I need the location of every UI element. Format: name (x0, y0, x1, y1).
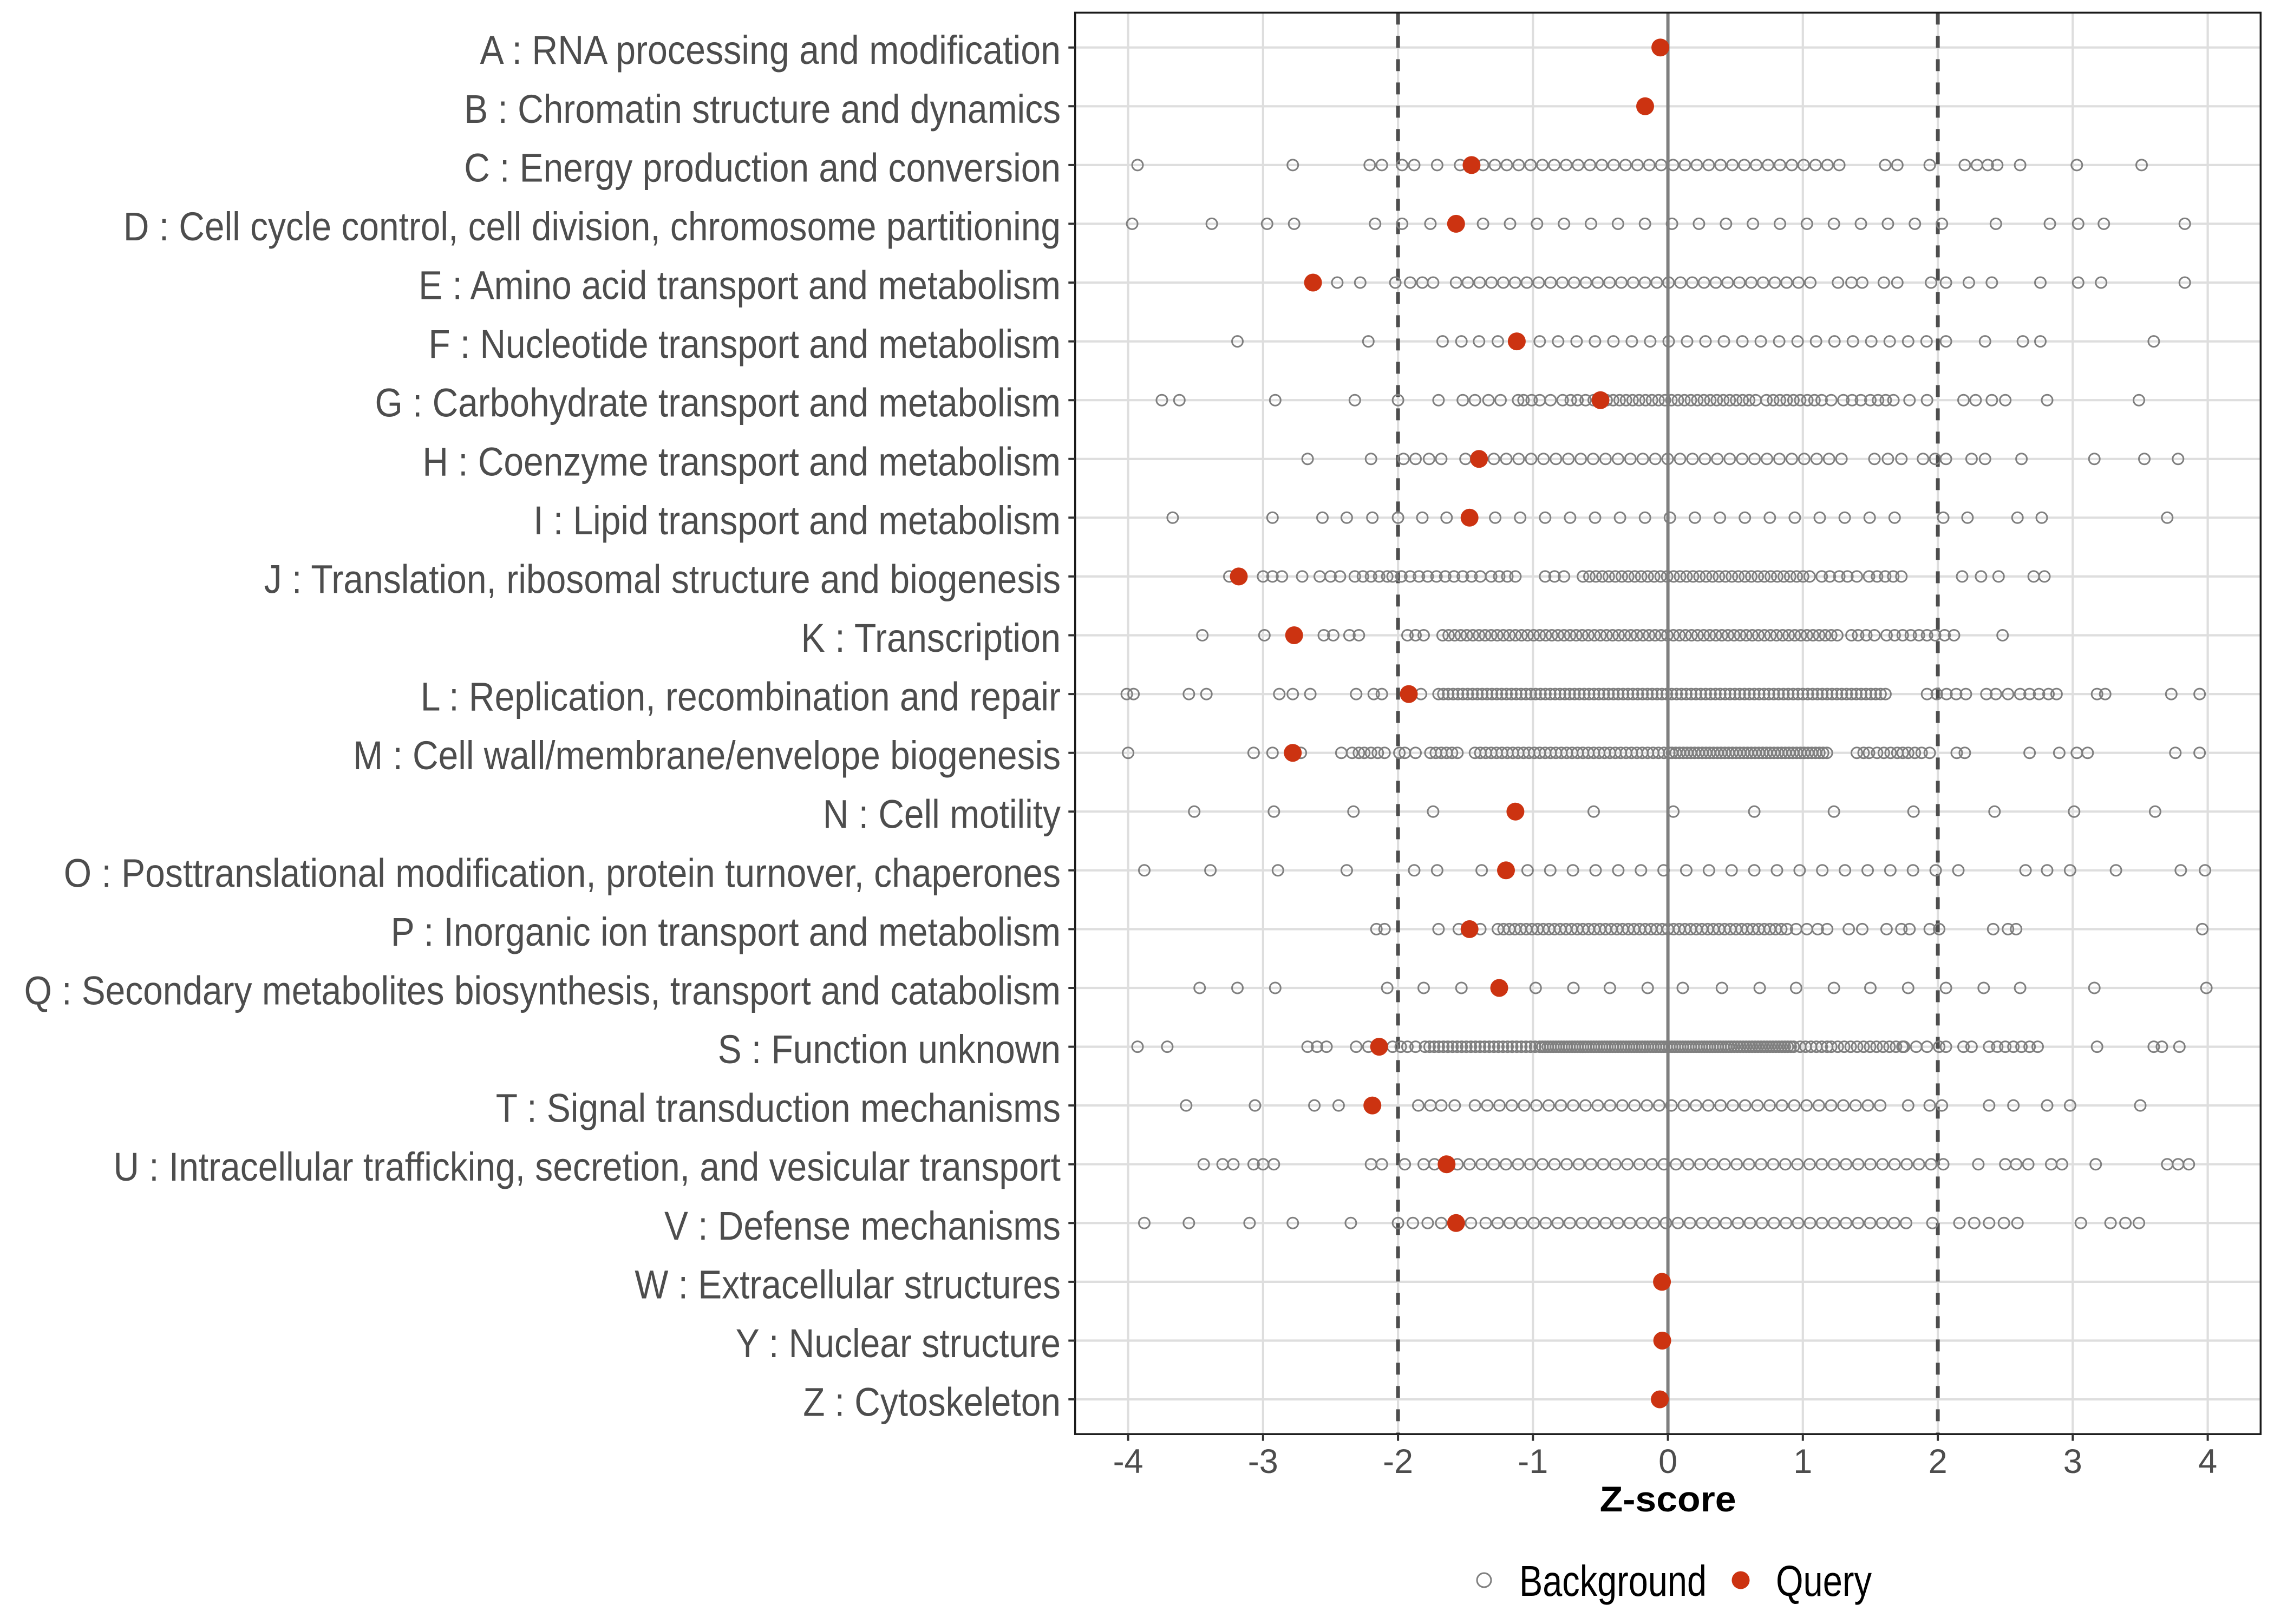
svg-text:P : Inorganic ion transport an: P : Inorganic ion transport and metaboli… (391, 909, 1061, 954)
svg-text:W : Extracellular structures: W : Extracellular structures (635, 1262, 1061, 1307)
svg-text:K : Transcription: K : Transcription (801, 615, 1061, 660)
svg-text:Background: Background (1519, 1557, 1707, 1605)
svg-text:A : RNA processing and modific: A : RNA processing and modification (480, 28, 1061, 73)
svg-text:-1: -1 (1518, 1443, 1548, 1481)
svg-text:D : Cell cycle control, cell d: D : Cell cycle control, cell division, c… (123, 204, 1061, 249)
svg-text:-4: -4 (1113, 1443, 1143, 1481)
svg-text:3: 3 (2063, 1443, 2082, 1481)
svg-text:Query: Query (1776, 1557, 1872, 1605)
svg-text:B : Chromatin structure and dy: B : Chromatin structure and dynamics (464, 87, 1061, 132)
svg-text:O : Posttranslational modifica: O : Posttranslational modification, prot… (64, 850, 1061, 895)
svg-text:M : Cell wall/membrane/envelop: M : Cell wall/membrane/envelope biogenes… (353, 733, 1061, 778)
svg-text:V : Defense mechanisms: V : Defense mechanisms (664, 1203, 1061, 1248)
svg-text:H : Coenzyme transport and met: H : Coenzyme transport and metabolism (422, 439, 1061, 484)
svg-text:J : Translation, ribosomal str: J : Translation, ribosomal structure and… (264, 556, 1061, 601)
svg-text:E : Amino acid transport and m: E : Amino acid transport and metabolism (419, 263, 1061, 308)
svg-text:L : Replication, recombination: L : Replication, recombination and repai… (421, 675, 1061, 719)
svg-text:I : Lipid transport and metabo: I : Lipid transport and metabolism (533, 498, 1061, 543)
svg-text:F : Nucleotide transport and m: F : Nucleotide transport and metabolism (428, 322, 1061, 366)
svg-text:N : Cell motility: N : Cell motility (823, 792, 1061, 837)
svg-text:-2: -2 (1383, 1443, 1413, 1481)
svg-text:Z-score: Z-score (1600, 1479, 1736, 1519)
svg-text:C : Energy production and conv: C : Energy production and conversion (464, 145, 1061, 190)
svg-text:4: 4 (2198, 1443, 2217, 1481)
svg-text:Y : Nuclear structure: Y : Nuclear structure (736, 1321, 1061, 1366)
svg-text:-3: -3 (1248, 1443, 1278, 1481)
svg-text:1: 1 (1793, 1443, 1812, 1481)
svg-text:Q : Secondary metabolites bios: Q : Secondary metabolites biosynthesis, … (24, 968, 1061, 1013)
svg-text:Z : Cytoskeleton: Z : Cytoskeleton (803, 1380, 1061, 1425)
svg-text:2: 2 (1929, 1443, 1948, 1481)
svg-text:U : Intracellular trafficking,: U : Intracellular trafficking, secretion… (113, 1144, 1061, 1189)
svg-text:S : Function unknown: S : Function unknown (718, 1027, 1061, 1072)
svg-text:G : Carbohydrate transport and: G : Carbohydrate transport and metabolis… (375, 381, 1061, 425)
svg-text:T : Signal transduction mechan: T : Signal transduction mechanisms (496, 1086, 1061, 1131)
svg-text:0: 0 (1658, 1443, 1677, 1481)
